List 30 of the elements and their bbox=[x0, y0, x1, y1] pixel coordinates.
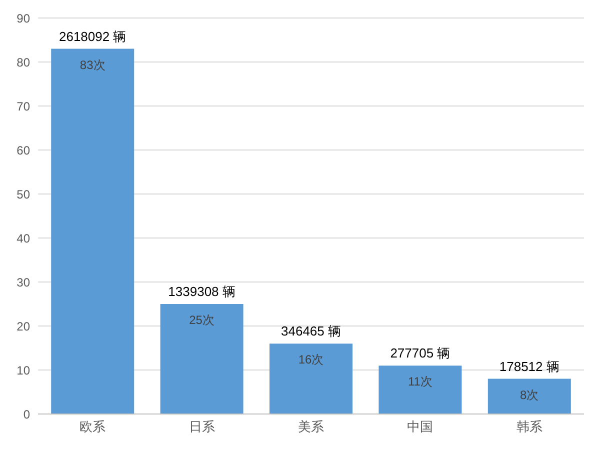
annotation: 277705 辆 bbox=[390, 346, 450, 361]
x-tick-label: 中国 bbox=[407, 419, 434, 434]
bar bbox=[160, 304, 244, 414]
annotation: 178512 辆 bbox=[499, 358, 560, 374]
y-tick-label: 50 bbox=[16, 187, 30, 202]
bar bbox=[488, 378, 571, 414]
data-label: 11次 bbox=[408, 374, 432, 389]
data-label: 25次 bbox=[189, 313, 214, 327]
bar bbox=[51, 48, 134, 414]
y-tick-label: 60 bbox=[16, 143, 30, 158]
bar bbox=[378, 366, 462, 414]
annotation: 346465 辆 bbox=[281, 324, 342, 339]
y-tick-label: 90 bbox=[16, 11, 30, 26]
data-label: 16次 bbox=[298, 352, 324, 367]
x-tick-label: 韩系 bbox=[516, 419, 542, 434]
annotation: 2618092 辆 bbox=[58, 28, 126, 44]
y-tick-label: 10 bbox=[16, 363, 30, 378]
x-tick-label: 日系 bbox=[188, 419, 215, 434]
y-tick-label: 80 bbox=[16, 55, 30, 70]
x-tick-label: 美系 bbox=[298, 419, 324, 434]
y-tick-label: 30 bbox=[16, 275, 30, 290]
y-tick-label: 40 bbox=[16, 231, 30, 246]
y-tick-label: 70 bbox=[16, 99, 30, 114]
y-tick-label: 20 bbox=[16, 319, 30, 334]
annotation: 1339308 辆 bbox=[168, 284, 236, 299]
data-label: 83次 bbox=[80, 58, 106, 72]
y-tick-label: 0 bbox=[23, 407, 30, 422]
bar bbox=[270, 344, 353, 414]
x-tick-label: 欧系 bbox=[80, 419, 106, 434]
data-label: 8次 bbox=[520, 388, 539, 402]
